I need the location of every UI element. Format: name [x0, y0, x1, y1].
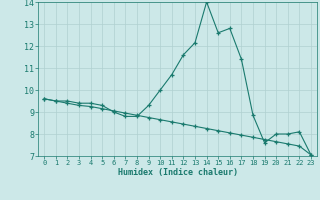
X-axis label: Humidex (Indice chaleur): Humidex (Indice chaleur): [118, 168, 238, 177]
